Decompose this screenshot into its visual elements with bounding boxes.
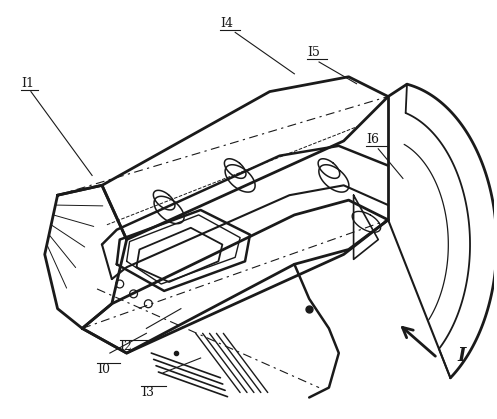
Text: I: I: [457, 347, 466, 365]
Text: I1: I1: [21, 77, 34, 90]
Text: I4: I4: [220, 18, 234, 31]
Text: I6: I6: [366, 133, 379, 146]
Text: I2: I2: [120, 340, 133, 353]
Text: I5: I5: [307, 46, 320, 59]
Text: I3: I3: [142, 385, 155, 398]
Text: I0: I0: [97, 363, 110, 376]
